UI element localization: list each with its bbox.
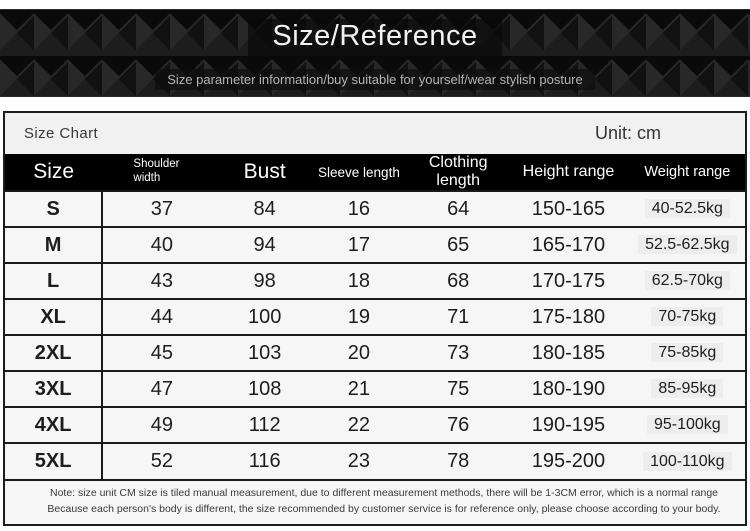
sleeve-cell: 20 — [308, 334, 410, 371]
table-row-s: S 37 84 16 64 150-165 40-52.5kg — [5, 190, 745, 227]
height-cell: 180-190 — [507, 370, 630, 407]
shoulder-cell: 40 — [102, 226, 221, 263]
page-title: Size/Reference — [248, 19, 502, 57]
weight-cell: 52.5-62.5kg — [629, 226, 745, 263]
shoulder-cell: 43 — [102, 262, 221, 299]
table-row-2xl: 2XL 45 103 20 73 180-185 75-85kg — [5, 334, 745, 371]
size-chart-label: Size Chart — [24, 125, 99, 142]
bust-cell: 112 — [220, 406, 309, 443]
shoulder-cell: 37 — [102, 190, 221, 227]
weight-cell: 100-110kg — [629, 442, 745, 479]
weight-cell: 62.5-70kg — [629, 262, 745, 299]
weight-cell: 70-75kg — [629, 298, 745, 335]
sleeve-cell: 17 — [308, 226, 410, 263]
table-header-row: Size Shoulder width Bust Sleeve length C… — [5, 154, 745, 191]
table-row-l: L 43 98 18 68 170-175 62.5-70kg — [5, 262, 745, 299]
bust-cell: 100 — [220, 298, 309, 335]
table-row-m: M 40 94 17 65 165-170 52.5-62.5kg — [5, 226, 745, 263]
height-cell: 195-200 — [507, 442, 630, 479]
weight-value: 100-110kg — [643, 451, 732, 471]
weight-cell: 95-100kg — [629, 406, 745, 443]
height-cell: 165-170 — [507, 226, 630, 263]
size-cell: L — [5, 262, 104, 299]
size-chart-panel: Size Chart Unit: cm Size Shoulder width … — [3, 111, 747, 526]
bust-cell: 116 — [220, 442, 309, 479]
height-cell: 170-175 — [507, 262, 630, 299]
col-header-height-range: Height range — [507, 154, 630, 191]
shoulder-cell: 49 — [102, 406, 221, 443]
bust-cell: 84 — [220, 190, 309, 227]
page-subtitle: Size parameter information/buy suitable … — [155, 68, 595, 90]
weight-value: 95-100kg — [646, 415, 728, 434]
height-cell: 150-165 — [507, 190, 630, 227]
clothing-cell: 65 — [409, 226, 508, 263]
table-row-5xl: 5XL 52 116 23 78 195-200 100-110kg — [5, 442, 745, 479]
size-cell: M — [5, 226, 104, 263]
col-header-clothing-length: Clothing length — [409, 154, 508, 191]
clothing-cell: 73 — [409, 334, 508, 371]
note-line-2: Because each person's body is different,… — [47, 502, 721, 515]
sleeve-cell: 21 — [308, 370, 410, 407]
shoulder-cell: 52 — [102, 442, 221, 479]
unit-label: Unit: cm — [594, 123, 661, 143]
table-row-xl: XL 44 100 19 71 175-180 70-75kg — [5, 298, 745, 335]
header-banner: Size/Reference Size parameter informatio… — [0, 9, 750, 97]
weight-value: 40-52.5kg — [644, 199, 730, 218]
height-cell: 190-195 — [507, 406, 630, 443]
size-chart-header-bar: Size Chart Unit: cm — [5, 113, 745, 154]
clothing-cell: 71 — [409, 298, 508, 335]
size-cell: 4XL — [5, 406, 104, 443]
bust-cell: 108 — [220, 370, 309, 407]
col-header-bust: Bust — [220, 154, 309, 191]
col-header-size: Size — [5, 154, 103, 191]
shoulder-cell: 47 — [102, 370, 221, 407]
col-header-shoulder-width-label: Shoulder width — [133, 158, 180, 184]
weight-value: 52.5-62.5kg — [638, 235, 737, 254]
clothing-cell: 68 — [409, 262, 508, 299]
col-header-shoulder-width: Shoulder width — [102, 154, 221, 191]
clothing-cell: 75 — [409, 370, 508, 407]
shoulder-cell: 45 — [102, 334, 221, 371]
height-cell: 180-185 — [507, 334, 630, 371]
note-section: Note: size unit CM size is tiled manual … — [5, 479, 745, 524]
table-row-4xl: 4XL 49 112 22 76 190-195 95-100kg — [5, 406, 745, 443]
table-row-3xl: 3XL 47 108 21 75 180-190 85-95kg — [5, 370, 745, 407]
sleeve-cell: 19 — [308, 298, 410, 335]
sleeve-cell: 23 — [308, 442, 410, 479]
sleeve-cell: 16 — [308, 190, 410, 227]
size-cell: S — [5, 190, 104, 227]
clothing-cell: 76 — [409, 406, 508, 443]
size-table: Size Shoulder width Bust Sleeve length C… — [5, 154, 745, 479]
weight-value: 85-95kg — [651, 379, 724, 398]
bust-cell: 98 — [220, 262, 309, 299]
clothing-cell: 78 — [409, 442, 508, 479]
size-cell: 3XL — [5, 370, 104, 407]
height-cell: 175-180 — [507, 298, 630, 335]
weight-value: 62.5-70kg — [644, 271, 730, 290]
sleeve-cell: 18 — [308, 262, 410, 299]
sleeve-cell: 22 — [308, 406, 410, 443]
weight-cell: 85-95kg — [629, 370, 745, 407]
weight-cell: 75-85kg — [629, 334, 745, 371]
weight-value: 70-75kg — [651, 307, 724, 326]
size-cell: 5XL — [5, 442, 104, 479]
clothing-cell: 64 — [409, 190, 508, 227]
size-cell: 2XL — [5, 334, 104, 371]
note-line-1: Note: size unit CM size is tiled manual … — [49, 487, 719, 499]
bust-cell: 94 — [220, 226, 309, 263]
weight-cell: 40-52.5kg — [629, 190, 745, 227]
bust-cell: 103 — [220, 334, 309, 371]
size-cell: XL — [5, 298, 104, 335]
shoulder-cell: 44 — [102, 298, 221, 335]
col-header-weight-range: Weight range — [629, 154, 745, 191]
col-header-sleeve-length: Sleeve length — [308, 154, 410, 191]
weight-value: 75-85kg — [651, 343, 724, 362]
